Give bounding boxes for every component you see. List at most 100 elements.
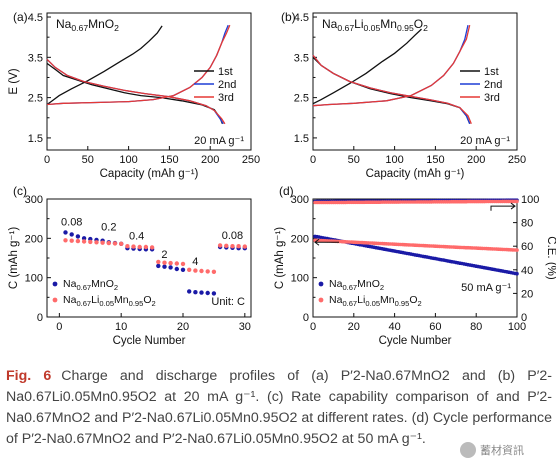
panel-b-x-tick-label: 250 bbox=[508, 154, 526, 166]
watermark-text: 蓄材資訊 bbox=[480, 445, 524, 457]
panel-d-y-tick-label: 0 bbox=[303, 312, 309, 324]
panel-c-y-tick-label: 200 bbox=[25, 233, 43, 245]
panel-c-point bbox=[137, 244, 142, 250]
panel-c-point bbox=[63, 238, 68, 243]
panel-c-point bbox=[199, 268, 204, 274]
panel-c-rate-label: 0.2 bbox=[101, 221, 116, 233]
panel-b-rate-note: 20 mA g⁻¹ bbox=[460, 135, 510, 147]
panel-b-x-tick-label: 200 bbox=[467, 154, 485, 166]
panel-c-point bbox=[180, 261, 186, 267]
panel-b-axes-frame bbox=[312, 12, 518, 151]
panel-a-x-tick-label: 150 bbox=[160, 154, 178, 166]
panel-c-point bbox=[187, 289, 192, 294]
panel-d-right-tick-label: 0 bbox=[521, 312, 527, 324]
panel-a-label: (a) bbox=[13, 10, 28, 24]
panel-c-point bbox=[193, 290, 198, 295]
panel-c-x-tick-label: 10 bbox=[115, 321, 127, 333]
panel-c-point bbox=[168, 265, 173, 270]
panel-c-point bbox=[199, 290, 204, 295]
panel-c-point bbox=[174, 261, 179, 266]
panel-d-right-tick-label: 100 bbox=[521, 194, 539, 206]
panel-c-legend-marker bbox=[52, 281, 58, 287]
panel-a-x-tick-label: 200 bbox=[201, 154, 219, 166]
panel-c-point bbox=[75, 234, 81, 239]
panel-d-x-tick-label: 100 bbox=[508, 321, 526, 333]
panel-d-right-tick-label: 40 bbox=[521, 265, 533, 277]
panel-c-point bbox=[211, 291, 217, 296]
panel-b-x-tick-label: 50 bbox=[348, 154, 360, 166]
panel-a-x-tick-label: 100 bbox=[119, 154, 137, 166]
panel-c-rate-label: 2 bbox=[161, 249, 167, 261]
panel-a-1st-discharge bbox=[46, 62, 224, 125]
panel-b-3rd-charge bbox=[312, 24, 471, 107]
panel-c-point bbox=[174, 266, 179, 272]
panel-a-1st-charge bbox=[46, 25, 163, 106]
panel-d-x-tick-label: 80 bbox=[470, 321, 482, 333]
panel-c-point bbox=[81, 239, 87, 244]
panel-c-legend-label: Na0.67Li0.05Mn0.95O2 bbox=[63, 294, 156, 308]
panel-a-3rd-discharge bbox=[46, 58, 226, 125]
panel-c-y-tick-label: 0 bbox=[37, 312, 43, 324]
panel-d-point bbox=[515, 271, 519, 276]
panel-a-x-tick-label: 0 bbox=[44, 154, 50, 166]
panel-c-point bbox=[205, 269, 210, 274]
panel-d-legend-label: Na0.67MnO2 bbox=[329, 278, 384, 292]
panel-a-axes-frame bbox=[46, 12, 252, 151]
panel-a-y-axis-label: E (V) bbox=[8, 68, 20, 94]
panel-a-y-tick-label: 1.5 bbox=[28, 133, 43, 145]
panel-c-point bbox=[217, 243, 223, 248]
panel-b-label: (b) bbox=[281, 10, 296, 24]
panel-a-legend-label: 1st bbox=[218, 66, 233, 78]
caption-label: Fig. 6 bbox=[6, 368, 52, 384]
panel-b-x-tick-label: 100 bbox=[385, 154, 403, 166]
panel-d-y-tick-label: 200 bbox=[291, 233, 309, 245]
panel-c-point bbox=[112, 241, 118, 246]
panel-c-point bbox=[63, 230, 68, 235]
panel-c-point bbox=[75, 238, 81, 244]
panel-a-x-tick-label: 50 bbox=[82, 154, 94, 166]
panel-a-y-tick-label: 2.5 bbox=[28, 93, 43, 105]
panel-c-point bbox=[69, 232, 74, 237]
panel-d-legend-marker bbox=[318, 281, 324, 287]
panel-c-point bbox=[143, 244, 149, 250]
panel-c-point bbox=[180, 267, 186, 272]
panel-c-point bbox=[88, 239, 93, 245]
panel-b-y-tick-label: 3.5 bbox=[294, 52, 309, 64]
panel-d-y-tick-label: 100 bbox=[291, 273, 309, 285]
panel-a-y-tick-label: 3.5 bbox=[28, 52, 43, 64]
panel-a-title: Na0.67MnO2 bbox=[56, 17, 119, 33]
panel-b-2nd-discharge bbox=[312, 54, 471, 125]
panel-d-right-axis-label: C.E. (%) bbox=[545, 236, 556, 280]
caption-text: Charge and discharge profiles of (a) P′2… bbox=[6, 368, 552, 447]
panel-b-x-axis-label: Capacity (mAh g⁻¹) bbox=[366, 168, 465, 180]
panel-c-rate-label: 4 bbox=[192, 256, 198, 268]
panel-d-x-tick-label: 20 bbox=[348, 321, 360, 333]
panel-c-point bbox=[131, 244, 136, 249]
panel-a-y-tick-label: 4.5 bbox=[28, 12, 43, 24]
panel-c-point bbox=[81, 236, 87, 241]
panel-d-x-tick-label: 0 bbox=[310, 321, 316, 333]
panel-c-x-tick-label: 0 bbox=[56, 321, 62, 333]
panel-d-y-axis-label: C (mAh g⁻¹) bbox=[274, 227, 286, 289]
watermark: 蓄材資訊 bbox=[456, 439, 550, 461]
panel-c-label: (c) bbox=[13, 184, 27, 198]
panel-c-x-tick-label: 20 bbox=[177, 321, 189, 333]
panel-c-y-tick-label: 300 bbox=[25, 194, 43, 206]
panel-b-y-tick-label: 4.5 bbox=[294, 12, 309, 24]
panel-c-point bbox=[224, 243, 229, 248]
panel-b-3rd-discharge bbox=[312, 54, 472, 125]
panel-c-point bbox=[168, 260, 173, 266]
panel-a-rate-note: 20 mA g⁻¹ bbox=[194, 135, 244, 147]
panel-c-point bbox=[156, 263, 161, 269]
panel-c-unit-note: Unit: C bbox=[211, 296, 245, 308]
panel-a-3rd-charge bbox=[46, 24, 231, 106]
panel-c-point bbox=[125, 244, 130, 249]
panel-c-point bbox=[162, 260, 167, 265]
panel-b-title: Na0.67Li0.05Mn0.95O2 bbox=[322, 17, 428, 33]
panel-d-x-tick-label: 60 bbox=[429, 321, 441, 333]
panel-c-point bbox=[211, 269, 217, 274]
panel-c-point bbox=[119, 241, 124, 246]
panel-d-left-axis-arrow bbox=[314, 238, 339, 246]
panel-a-x-tick-label: 250 bbox=[242, 154, 260, 166]
